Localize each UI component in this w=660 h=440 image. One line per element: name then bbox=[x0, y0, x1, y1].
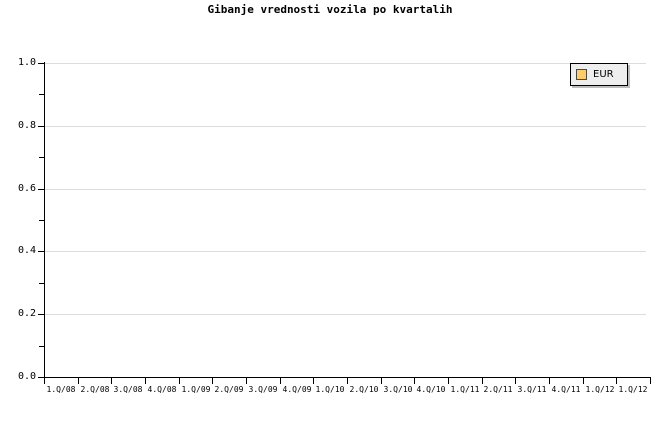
x-axis-tick-label: 3.Q/11 bbox=[517, 385, 547, 394]
y-axis-minor-tick bbox=[39, 94, 44, 95]
x-axis-tick-label: 1.Q/12 bbox=[585, 385, 615, 394]
gridline bbox=[44, 189, 646, 190]
x-axis-tick bbox=[347, 378, 348, 384]
gridline bbox=[44, 314, 646, 315]
legend-entry-eur[interactable]: EUR bbox=[571, 64, 627, 85]
y-axis-minor-tick bbox=[39, 283, 44, 284]
x-axis-tick bbox=[448, 378, 449, 384]
x-axis-tick-label: 2.Q/10 bbox=[349, 385, 379, 394]
y-axis-tick-label: 0.6 bbox=[17, 183, 36, 194]
x-axis-tick-label: 3.Q/08 bbox=[113, 385, 143, 394]
x-axis-tick-label: 1.Q/09 bbox=[181, 385, 211, 394]
x-axis-tick-label: 3.Q/09 bbox=[248, 385, 278, 394]
x-axis-tick-label: 4.Q/10 bbox=[416, 385, 446, 394]
plot-background bbox=[44, 63, 650, 377]
gridline bbox=[44, 251, 646, 252]
gridline bbox=[44, 63, 646, 64]
x-axis-tick-label: 1.Q/11 bbox=[450, 385, 480, 394]
x-axis-tick-label: 3.Q/10 bbox=[383, 385, 413, 394]
x-axis-tick bbox=[179, 378, 180, 384]
x-axis-tick bbox=[111, 378, 112, 384]
x-axis-tick bbox=[381, 378, 382, 384]
x-axis-tick-label: 2.Q/11 bbox=[483, 385, 513, 394]
x-axis-tick bbox=[482, 378, 483, 384]
gridline bbox=[44, 126, 646, 127]
y-axis-minor-tick bbox=[39, 346, 44, 347]
x-axis-tick bbox=[583, 378, 584, 384]
x-axis-tick-label: 2.Q/08 bbox=[80, 385, 110, 394]
x-axis-tick bbox=[313, 378, 314, 384]
y-axis-line bbox=[44, 62, 45, 378]
x-axis-tick-label: 1.Q/10 bbox=[315, 385, 345, 394]
y-axis-tick bbox=[38, 377, 44, 378]
x-axis-tick bbox=[414, 378, 415, 384]
x-axis-tick-label: 4.Q/08 bbox=[147, 385, 177, 394]
x-axis-tick bbox=[616, 378, 617, 384]
y-axis-tick bbox=[38, 314, 44, 315]
y-axis-minor-tick bbox=[39, 157, 44, 158]
y-axis-tick bbox=[38, 126, 44, 127]
x-axis-tick bbox=[650, 378, 651, 384]
legend-swatch-icon bbox=[576, 69, 587, 80]
x-axis-tick-label: 2.Q/09 bbox=[214, 385, 244, 394]
x-axis-line bbox=[44, 377, 651, 378]
y-axis-tick-label: 0.2 bbox=[17, 308, 36, 319]
x-axis-tick bbox=[78, 378, 79, 384]
x-axis-tick bbox=[280, 378, 281, 384]
x-axis-tick bbox=[515, 378, 516, 384]
y-axis-tick-label: 0.8 bbox=[17, 120, 36, 131]
x-axis-tick bbox=[212, 378, 213, 384]
plot-area bbox=[44, 63, 650, 377]
x-axis-tick bbox=[549, 378, 550, 384]
x-axis-tick bbox=[44, 378, 45, 384]
y-axis-minor-tick bbox=[39, 220, 44, 221]
y-axis-tick-label: 1.0 bbox=[17, 57, 36, 68]
x-axis-tick-label: 1.Q/12 bbox=[618, 385, 648, 394]
y-axis-tick bbox=[38, 189, 44, 190]
chart-title: Gibanje vrednosti vozila po kvartalih bbox=[207, 3, 453, 16]
y-axis-tick bbox=[38, 251, 44, 252]
y-axis-tick-label: 0.0 bbox=[17, 371, 36, 382]
x-axis-tick-label: 4.Q/11 bbox=[551, 385, 581, 394]
x-axis-tick-label: 4.Q/09 bbox=[282, 385, 312, 394]
x-axis-tick bbox=[246, 378, 247, 384]
chart-legend[interactable]: EUR bbox=[570, 63, 628, 86]
y-axis-tick bbox=[38, 63, 44, 64]
x-axis-tick bbox=[145, 378, 146, 384]
legend-entry-label: EUR bbox=[593, 69, 614, 80]
y-axis-tick-label: 0.4 bbox=[17, 245, 36, 256]
x-axis-tick-label: 1.Q/08 bbox=[46, 385, 76, 394]
